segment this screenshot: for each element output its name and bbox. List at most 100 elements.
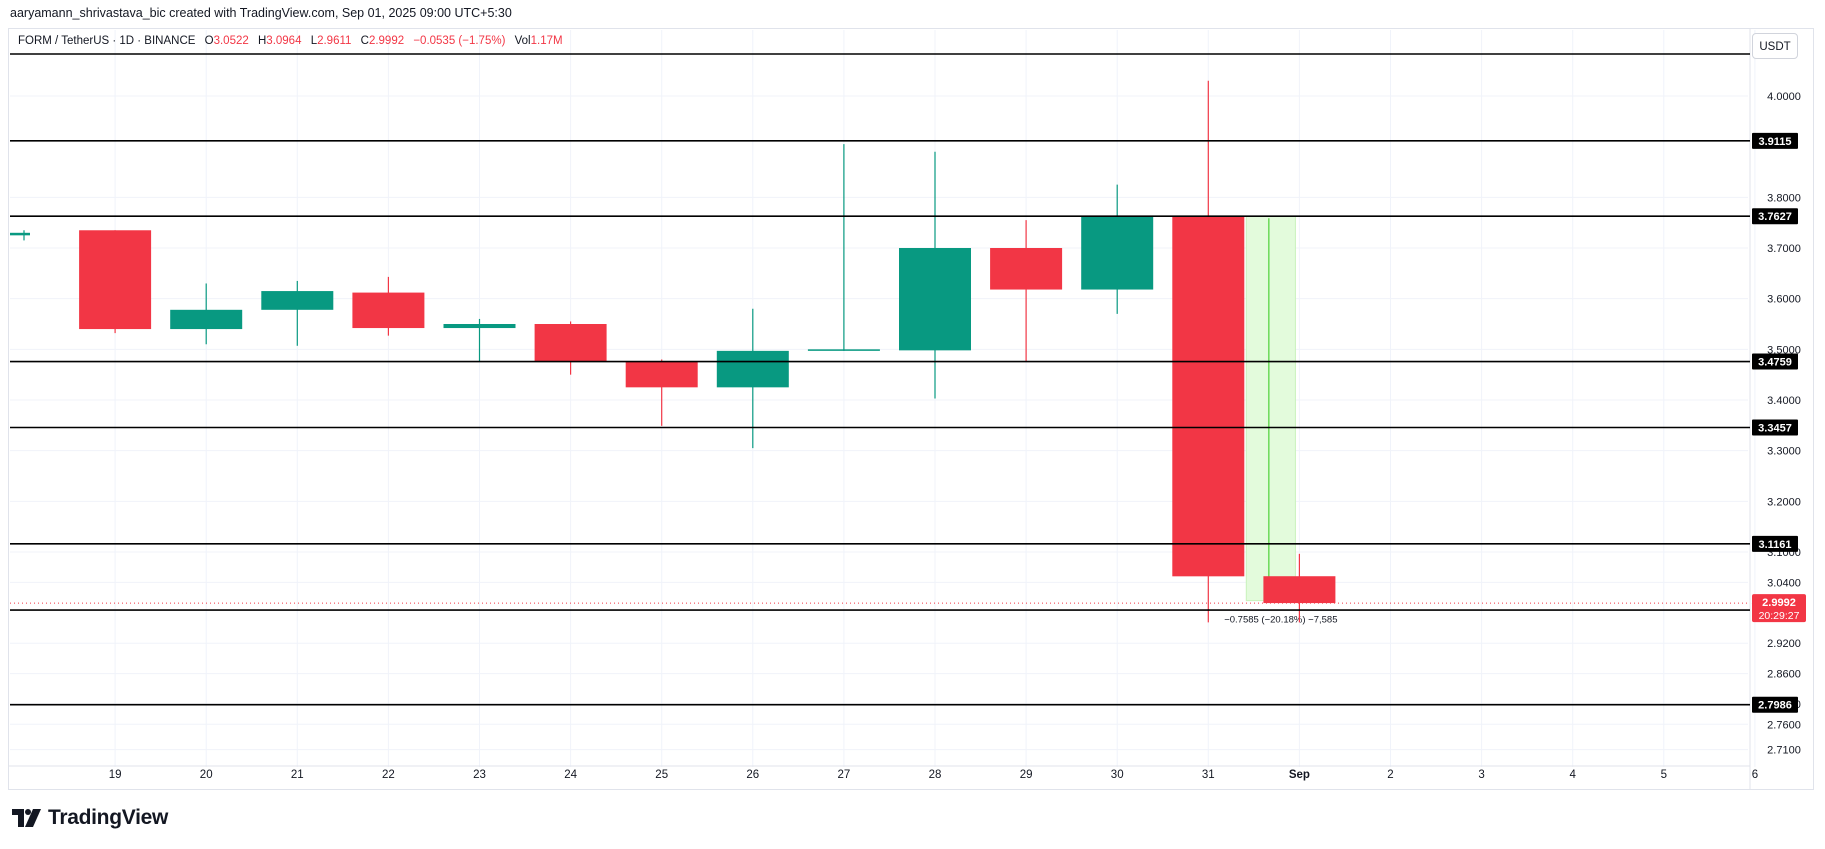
x-tick-label: 26 — [746, 769, 759, 781]
candle-body — [170, 309, 243, 330]
chart-frame — [8, 28, 1814, 790]
legend-close-value: 2.9992 — [368, 35, 405, 47]
candle — [443, 318, 516, 361]
x-tick-label: 22 — [382, 769, 395, 781]
grid-lines — [10, 30, 1756, 767]
level-label: 3.1161 — [1758, 539, 1791, 551]
horizontal-levels — [10, 140, 1750, 706]
y-tick-label: 3.0400 — [1767, 577, 1801, 589]
candle-body — [1172, 216, 1245, 577]
candle — [534, 321, 607, 375]
tradingview-logo-icon — [12, 809, 41, 827]
y-tick-label: 2.8600 — [1767, 669, 1801, 681]
chart-byline: aaryamann_shrivastava_bic created with T… — [10, 6, 512, 20]
candle-body — [1263, 576, 1336, 604]
x-tick-label: 30 — [1111, 769, 1124, 781]
x-tick-label: 27 — [838, 769, 851, 781]
legend-volume-value: 1.17M — [530, 35, 563, 47]
measure-range-box — [1245, 215, 1296, 602]
candle-body — [625, 362, 698, 388]
x-tick-label: 23 — [473, 769, 486, 781]
candle — [716, 308, 789, 449]
y-tick-label: 2.7100 — [1767, 745, 1801, 757]
level-label-box — [1752, 353, 1798, 370]
candle-body — [807, 349, 880, 351]
last-price-box — [1752, 594, 1806, 623]
legend-high-value: 3.0964 — [266, 35, 302, 47]
x-tick-label: 29 — [1020, 769, 1033, 781]
candle-body — [899, 248, 971, 351]
y-tick-label: 3.8000 — [1767, 192, 1801, 204]
candle — [1263, 553, 1336, 623]
level-label-box — [1752, 696, 1798, 713]
x-tick-label: 31 — [1202, 769, 1215, 781]
countdown-label: 20:29:27 — [1759, 610, 1800, 622]
x-tick-label: 24 — [564, 769, 577, 781]
x-tick-label: 4 — [1569, 769, 1576, 781]
y-tick-label: 3.3000 — [1767, 446, 1801, 458]
level-label: 3.3457 — [1758, 423, 1792, 435]
candle — [990, 220, 1063, 362]
candle — [352, 276, 425, 336]
candle — [261, 280, 334, 346]
x-tick-label: 25 — [655, 769, 668, 781]
candle — [79, 230, 152, 334]
y-tick-label: 3.6000 — [1767, 294, 1801, 306]
legend-volume-label: Vol — [514, 35, 531, 47]
candle-body — [1081, 216, 1154, 290]
y-tick-label: 3.5000 — [1767, 344, 1801, 356]
candle — [1172, 80, 1245, 623]
level-label-box — [1752, 419, 1798, 436]
legend-low-label: L — [310, 35, 318, 47]
y-tick-label: 4.0000 — [1767, 91, 1801, 103]
x-tick-label: 3 — [1478, 769, 1484, 781]
level-label-box — [1752, 132, 1798, 149]
brand-name: TradingView — [48, 806, 169, 829]
level-label-box — [1752, 535, 1798, 552]
level-label: 3.9115 — [1758, 136, 1791, 148]
tradingview-brand[interactable]: TradingView — [12, 806, 168, 830]
y-tick-label: 3.4000 — [1767, 395, 1801, 407]
y-tick-label: 2.9200 — [1767, 638, 1801, 650]
y-tick-label: 2.7600 — [1767, 719, 1801, 731]
level-label: 3.4759 — [1758, 357, 1792, 369]
x-tick-label: 20 — [200, 769, 213, 781]
candle — [899, 151, 971, 399]
candle-body — [10, 232, 30, 236]
candles — [10, 80, 1336, 623]
candle-body — [352, 292, 425, 329]
level-label-box — [1752, 208, 1798, 225]
candle — [625, 359, 698, 426]
candle-body — [534, 324, 607, 362]
candle-body — [261, 291, 334, 310]
legend-open-value: 3.0522 — [213, 35, 249, 47]
candle — [807, 144, 880, 351]
x-tick-label: 2 — [1387, 769, 1393, 781]
candle-body — [990, 248, 1063, 290]
legend-open-label: O — [204, 35, 214, 47]
x-tick-label: 6 — [1752, 769, 1758, 781]
chart-legend: FORM / TetherUS · 1D · BINANCE O3.0522 H… — [18, 35, 563, 47]
y-tick-label: 3.7000 — [1767, 243, 1801, 255]
level-label: 3.7627 — [1758, 211, 1792, 223]
level-labels: 3.91153.76273.47593.34573.11612.98542.79… — [1752, 132, 1798, 713]
x-tick-labels: 19 20 21 22 23 24 25 26 27 28 29 30 31 Sep 2 3 4 5 6 — [109, 769, 1758, 781]
x-tick-label: 21 — [291, 769, 304, 781]
candle-body — [79, 230, 152, 330]
measure-label: −0.7585 (−20.18%) −7,585 — [1224, 615, 1337, 626]
x-tick-label: Sep — [1289, 769, 1310, 781]
candle — [1081, 184, 1154, 314]
candle-body — [443, 324, 516, 329]
x-tick-label: 28 — [929, 769, 942, 781]
legend-low-value: 2.9611 — [317, 35, 352, 47]
currency-button[interactable]: USDT — [1752, 33, 1798, 59]
y-tick-label: 3.2000 — [1767, 496, 1801, 508]
legend-change: −0.0535 (−1.75%) — [413, 35, 506, 47]
x-tick-label: 19 — [109, 769, 122, 781]
candle — [10, 230, 30, 241]
legend-symbol[interactable]: FORM / TetherUS · 1D · BINANCE — [18, 35, 196, 47]
x-tick-label: 5 — [1661, 769, 1667, 781]
legend-close-label: C — [360, 35, 369, 47]
candle-body — [716, 350, 789, 388]
